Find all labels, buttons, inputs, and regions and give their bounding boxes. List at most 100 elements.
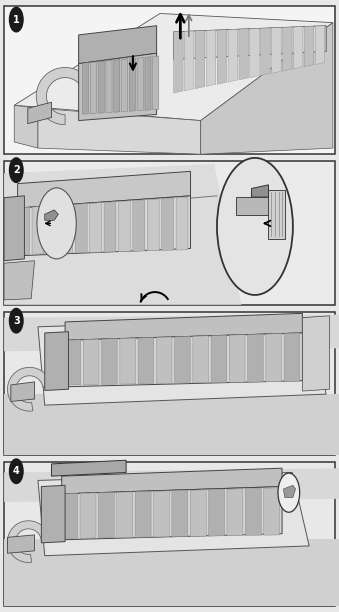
Polygon shape [195, 31, 205, 89]
Polygon shape [14, 13, 333, 121]
Polygon shape [62, 493, 78, 539]
Polygon shape [304, 26, 314, 67]
Polygon shape [208, 490, 224, 536]
Polygon shape [32, 206, 44, 254]
FancyBboxPatch shape [4, 6, 335, 154]
Circle shape [9, 459, 23, 483]
Polygon shape [272, 28, 281, 73]
Polygon shape [28, 102, 52, 124]
Circle shape [278, 473, 300, 512]
Polygon shape [102, 338, 117, 384]
Polygon shape [62, 487, 282, 540]
Polygon shape [4, 164, 241, 305]
Circle shape [9, 7, 23, 32]
Polygon shape [36, 67, 93, 125]
Polygon shape [138, 337, 154, 384]
Polygon shape [14, 105, 38, 148]
Polygon shape [135, 491, 151, 537]
Polygon shape [230, 335, 245, 382]
Polygon shape [4, 468, 339, 502]
Polygon shape [106, 61, 112, 113]
Polygon shape [61, 204, 73, 253]
Polygon shape [65, 333, 302, 387]
Polygon shape [172, 490, 188, 537]
Polygon shape [65, 340, 81, 385]
Polygon shape [98, 492, 114, 538]
Polygon shape [154, 491, 170, 537]
Polygon shape [52, 460, 126, 476]
Polygon shape [145, 57, 151, 110]
Polygon shape [120, 338, 136, 384]
Polygon shape [4, 261, 35, 300]
Polygon shape [38, 472, 309, 556]
Polygon shape [38, 318, 326, 405]
Polygon shape [162, 198, 174, 250]
Polygon shape [236, 197, 278, 215]
Polygon shape [228, 29, 238, 82]
Polygon shape [79, 53, 157, 121]
Polygon shape [104, 202, 116, 252]
Polygon shape [190, 490, 206, 536]
Text: 1: 1 [13, 15, 20, 24]
Polygon shape [114, 59, 120, 112]
Polygon shape [294, 26, 303, 69]
Polygon shape [245, 488, 261, 536]
FancyBboxPatch shape [4, 161, 335, 305]
Polygon shape [83, 62, 89, 114]
Polygon shape [176, 197, 188, 250]
Polygon shape [282, 27, 292, 71]
Polygon shape [18, 196, 191, 256]
Polygon shape [184, 31, 194, 91]
Text: 4: 4 [13, 466, 20, 476]
Polygon shape [41, 485, 65, 543]
Text: 3: 3 [13, 316, 20, 326]
Polygon shape [283, 485, 296, 498]
Polygon shape [98, 61, 104, 113]
Polygon shape [7, 521, 49, 562]
Polygon shape [174, 31, 183, 93]
Polygon shape [122, 59, 128, 112]
Circle shape [217, 158, 293, 295]
Polygon shape [133, 200, 145, 252]
Polygon shape [264, 488, 280, 535]
Polygon shape [129, 58, 136, 111]
Polygon shape [4, 196, 24, 261]
Polygon shape [7, 367, 51, 411]
Polygon shape [252, 185, 268, 197]
Polygon shape [75, 203, 87, 253]
Text: 2: 2 [13, 165, 20, 175]
Circle shape [37, 188, 76, 259]
FancyBboxPatch shape [4, 312, 335, 455]
Polygon shape [62, 468, 282, 494]
Polygon shape [193, 336, 208, 383]
Polygon shape [175, 337, 190, 383]
Polygon shape [89, 203, 102, 253]
Polygon shape [206, 30, 216, 86]
Polygon shape [4, 315, 339, 351]
Polygon shape [250, 28, 259, 78]
Polygon shape [147, 199, 159, 251]
Polygon shape [65, 313, 302, 340]
Polygon shape [46, 206, 58, 254]
Polygon shape [239, 29, 248, 80]
Polygon shape [83, 339, 99, 385]
Polygon shape [261, 28, 270, 75]
Polygon shape [315, 26, 325, 65]
Polygon shape [18, 171, 191, 208]
Polygon shape [156, 337, 172, 384]
Polygon shape [4, 539, 339, 606]
Polygon shape [137, 58, 143, 111]
Polygon shape [18, 207, 29, 255]
Polygon shape [174, 26, 326, 59]
Polygon shape [7, 535, 35, 553]
Circle shape [9, 158, 23, 182]
Polygon shape [268, 190, 285, 239]
Polygon shape [284, 333, 300, 381]
Polygon shape [117, 492, 133, 537]
Polygon shape [217, 29, 227, 84]
Polygon shape [266, 334, 281, 382]
Polygon shape [11, 382, 35, 401]
FancyBboxPatch shape [4, 462, 335, 606]
Polygon shape [45, 332, 68, 390]
Polygon shape [4, 394, 339, 455]
